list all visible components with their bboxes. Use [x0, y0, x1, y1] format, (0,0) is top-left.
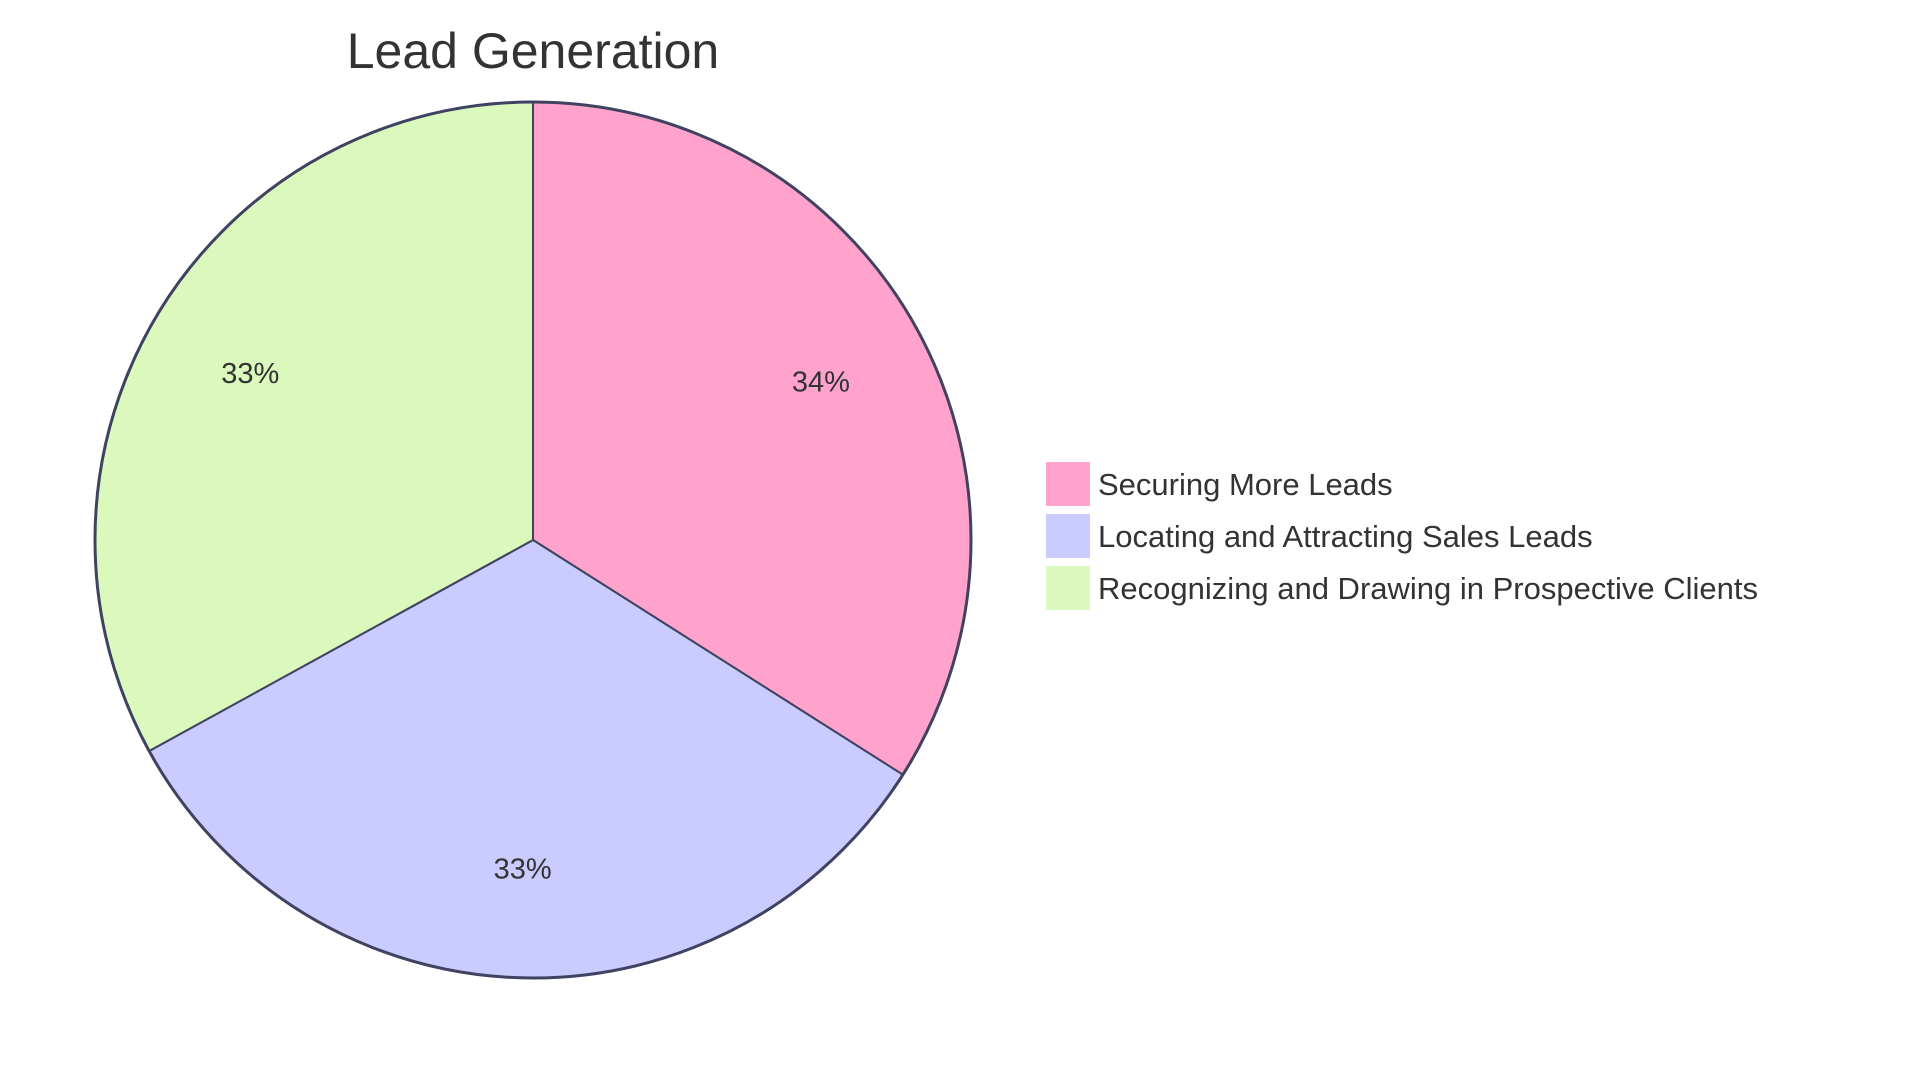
slice-percent-label: 33% — [494, 853, 552, 885]
pie-slices — [93, 100, 973, 980]
legend: Securing More Leads Locating and Attracti… — [1046, 462, 1758, 610]
legend-swatch — [1046, 566, 1090, 610]
legend-label: Securing More Leads — [1098, 467, 1393, 502]
chart-title: Lead Generation — [347, 23, 720, 79]
slice-percent-label: 34% — [792, 367, 850, 399]
pie-percent-labels: 34% 33% 33% — [221, 358, 850, 886]
legend-label: Locating and Attracting Sales Leads — [1098, 519, 1593, 554]
legend-label: Recognizing and Drawing in Prospective C… — [1098, 571, 1758, 606]
legend-swatch — [1046, 462, 1090, 506]
slice-percent-label: 33% — [221, 358, 279, 390]
legend-swatch — [1046, 514, 1090, 558]
pie-outline — [93, 100, 973, 980]
